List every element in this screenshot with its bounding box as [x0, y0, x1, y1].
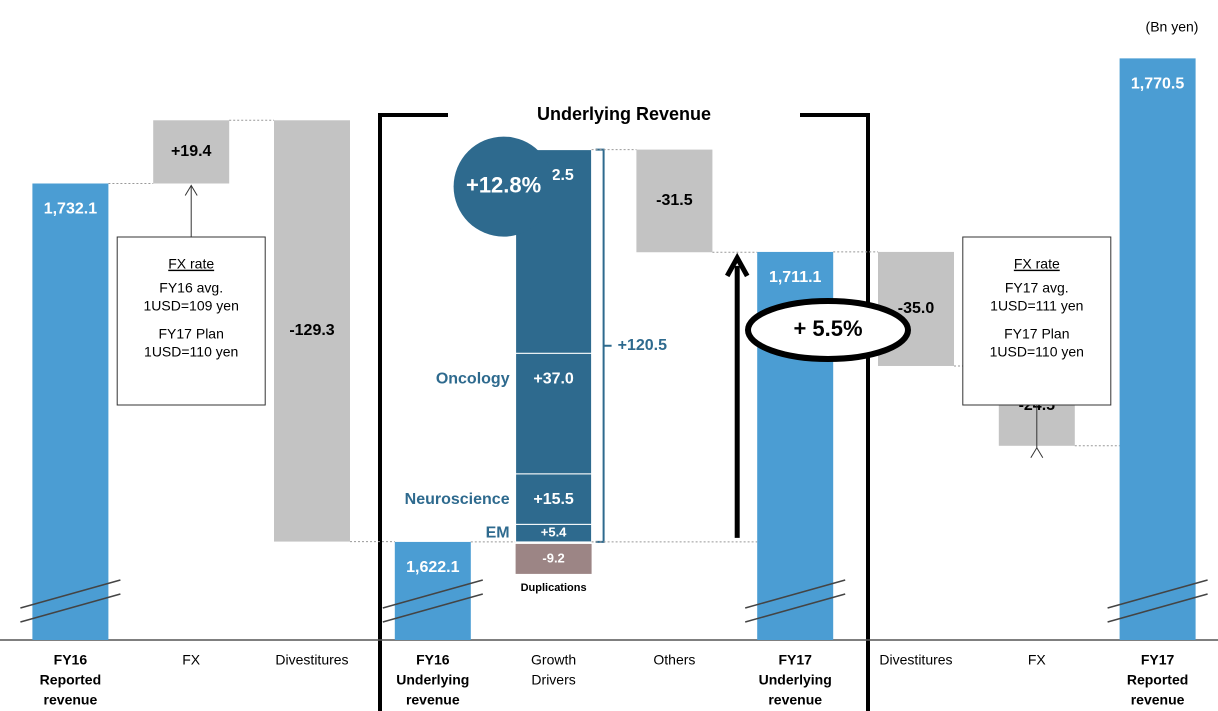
note-line: 1USD=110 yen: [144, 344, 238, 360]
total-bar: [394, 541, 471, 640]
axis-break: [382, 579, 484, 609]
value-label: +37.0: [533, 370, 574, 387]
axis-break: [20, 579, 121, 609]
note-arrowhead: [1030, 446, 1044, 459]
delta-bar: [274, 120, 350, 542]
duplications-label: Duplications: [521, 582, 587, 594]
x-tick-label: Reported: [1127, 672, 1188, 688]
growth-ellipse: [745, 298, 911, 362]
x-tick-label: revenue: [406, 692, 460, 708]
total-bar: [1119, 58, 1196, 640]
axis-break: [382, 593, 484, 623]
note-line: FY17 avg.: [1005, 280, 1069, 296]
driver-name: Neuroscience: [405, 491, 510, 508]
axis-break: [1107, 593, 1208, 623]
underlying-bracket: [378, 113, 870, 711]
note-arrowhead: [184, 184, 198, 196]
growth-rate: +12.8%: [466, 172, 541, 197]
value-label: -35.0: [898, 300, 935, 317]
growth-bar: [515, 352, 593, 475]
note-line: FY16 avg.: [159, 280, 223, 296]
note-line: 1USD=110 yen: [990, 344, 1084, 360]
x-tick-label: FX: [182, 652, 201, 668]
growth-total: +120.5: [618, 337, 667, 354]
growth-badge: [453, 136, 554, 237]
value-label: -31.5: [656, 192, 693, 209]
x-tick-label: revenue: [768, 692, 822, 708]
value-label: -9.2: [542, 550, 564, 565]
duplication-bar: [515, 543, 592, 574]
value-label: 1,622.1: [406, 559, 459, 576]
total-bar: [32, 183, 109, 640]
value-label: 1,732.1: [44, 201, 97, 218]
bracket-title: Underlying Revenue: [537, 104, 711, 124]
note-line: 1USD=109 yen: [144, 298, 239, 314]
unit-label: (Bn yen): [1146, 19, 1199, 35]
note-title: FX rate: [1014, 256, 1060, 272]
axis-break: [744, 593, 846, 623]
delta-bar: [153, 120, 230, 184]
x-tick-label: revenue: [1131, 692, 1185, 708]
note-line: FY17 Plan: [159, 326, 224, 342]
x-tick-label: FY16: [54, 652, 88, 668]
x-tick-label: Underlying: [759, 672, 832, 688]
axis-break: [744, 579, 846, 609]
x-tick-label: FY16: [416, 652, 450, 668]
driver-name: EM: [486, 524, 510, 541]
sum-bracket: [595, 148, 612, 543]
x-tick-label: Underlying: [396, 672, 469, 688]
value-label: 1,770.5: [1131, 76, 1184, 93]
note-title: FX rate: [168, 256, 214, 272]
x-tick-label: Divestitures: [275, 652, 348, 668]
x-tick-label: Drivers: [531, 672, 575, 688]
value-label: +19.4: [171, 143, 212, 160]
delta-bar: [636, 149, 713, 253]
value-label: -129.3: [289, 322, 334, 339]
value-label: +15.5: [533, 491, 574, 508]
value-label: 1,711.1: [769, 269, 822, 286]
x-tick-label: FX: [1028, 652, 1047, 668]
axis-break: [1107, 579, 1208, 609]
x-tick-label: Others: [653, 652, 695, 668]
x-tick-label: FY17: [778, 652, 812, 668]
x-tick-label: FY17: [1141, 652, 1175, 668]
growth-arrowhead: [725, 252, 750, 278]
x-tick-label: Growth: [531, 652, 576, 668]
x-tick-label: Reported: [40, 672, 101, 688]
note-line: 1USD=111 yen: [990, 298, 1083, 314]
note-box: [962, 236, 1112, 406]
growth-bar: [515, 473, 593, 525]
note-box: [116, 236, 266, 406]
axis-break: [20, 593, 121, 623]
value-label: +5.4: [541, 525, 567, 540]
note-line: FY17 Plan: [1004, 326, 1069, 342]
driver-name: Oncology: [436, 370, 510, 387]
underlying-growth: + 5.5%: [793, 316, 862, 341]
x-tick-label: Divestitures: [879, 652, 952, 668]
x-tick-label: revenue: [44, 692, 98, 708]
